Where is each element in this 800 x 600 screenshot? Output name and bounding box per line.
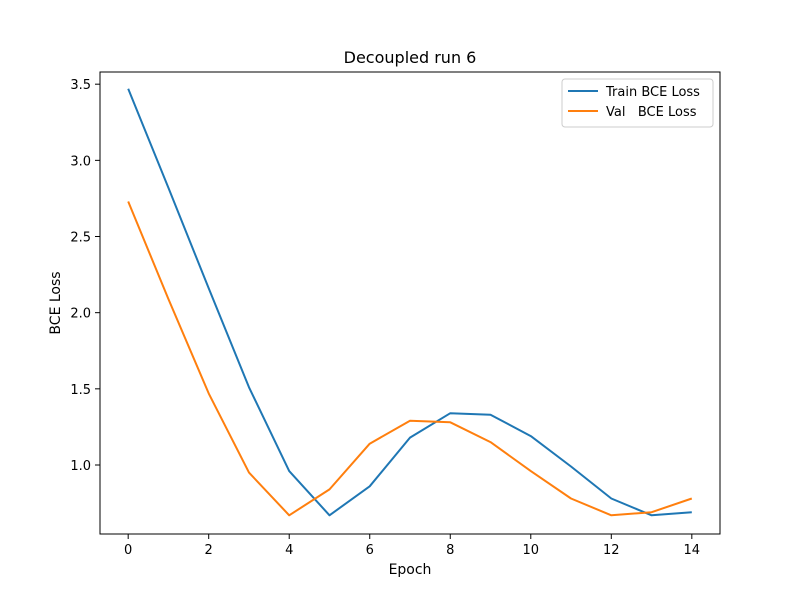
x-tick-label: 4 — [285, 543, 293, 558]
series-lines — [127, 88, 693, 517]
series-line-val — [127, 201, 693, 517]
y-axis-ticks: 1.0 1.5 2.0 2.5 3.0 3.5 — [70, 78, 100, 474]
x-tick-label: 10 — [523, 543, 540, 558]
y-tick-label: 3.0 — [70, 154, 91, 169]
y-tick-label: 1.5 — [70, 383, 91, 398]
x-tick-label: 0 — [124, 543, 132, 558]
chart-title: Decoupled run 6 — [344, 48, 477, 67]
y-tick-label: 2.5 — [70, 231, 91, 246]
x-tick-label: 2 — [205, 543, 213, 558]
legend-label-val: Val BCE Loss — [606, 105, 697, 120]
x-tick-label: 12 — [603, 543, 620, 558]
x-tick-label: 8 — [446, 543, 454, 558]
plot-frame — [99, 71, 721, 535]
legend-box — [561, 78, 714, 128]
x-axis-label: Epoch — [389, 562, 432, 578]
y-axis-label: BCE Loss — [48, 271, 64, 334]
y-tick-label: 3.5 — [70, 78, 91, 93]
series-line-train — [127, 88, 692, 517]
y-tick-label: 1.0 — [70, 459, 91, 474]
plot-area — [100, 72, 720, 534]
legend: Train BCE Loss Val BCE Loss — [561, 78, 714, 128]
x-tick-label: 6 — [366, 543, 374, 558]
y-tick-label: 2.0 — [70, 307, 91, 322]
x-axis-ticks: 0 2 4 6 8 10 12 14 — [124, 534, 700, 558]
legend-label-train: Train BCE Loss — [605, 85, 700, 100]
x-tick-label: 14 — [684, 543, 701, 558]
